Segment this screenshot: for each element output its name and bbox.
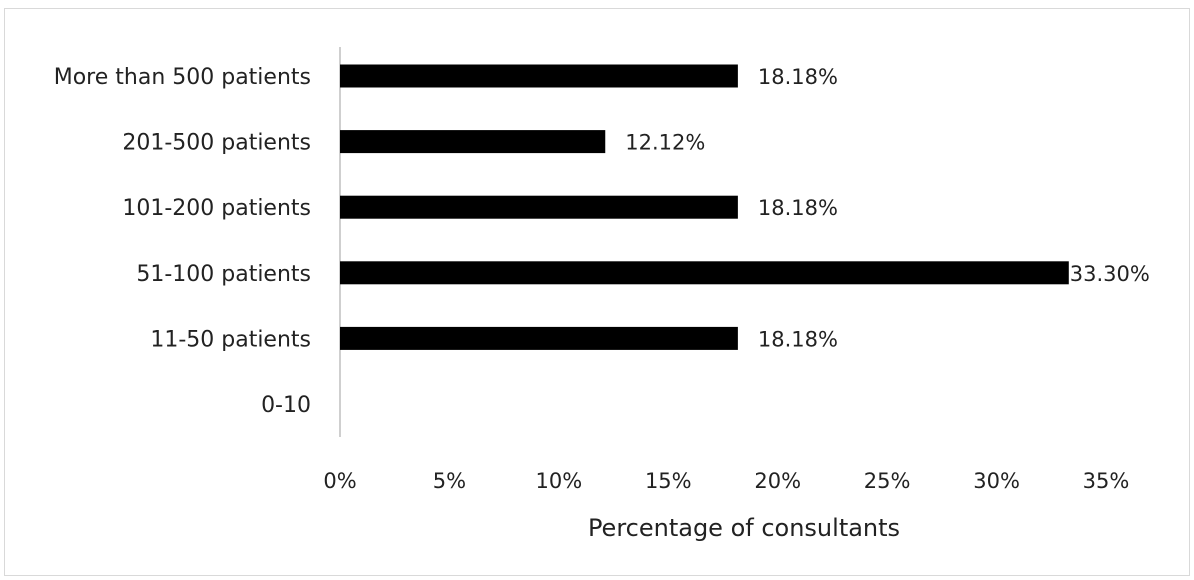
data-label-51-100-patients: 33.30% xyxy=(1070,262,1150,286)
bar-101-200-patients xyxy=(340,195,738,219)
bar-51-100-patients xyxy=(340,261,1069,285)
x-tick-label: 30% xyxy=(973,469,1020,493)
bar-201-500-patients xyxy=(340,130,606,154)
x-tick-label: 20% xyxy=(754,469,801,493)
data-labels: 18.18% 33.30% 18.18% 12.12% 18.18% xyxy=(625,65,1150,351)
x-tick-label: 0% xyxy=(323,469,356,493)
bar-chart: 0-10 11-50 patients 51-100 patients 101-200… xyxy=(54,47,1150,542)
x-axis-title: Percentage of consultants xyxy=(588,514,900,542)
x-tick-label: 25% xyxy=(864,469,911,493)
bars-group xyxy=(340,64,1069,350)
category-labels: 0-10 11-50 patients 51-100 patients 101-200… xyxy=(54,65,311,418)
data-label-more-than-500-patients: 18.18% xyxy=(758,65,838,89)
x-tick-label: 35% xyxy=(1083,469,1130,493)
data-label-101-200-patients: 18.18% xyxy=(758,196,838,220)
category-label-0-10: 0-10 xyxy=(261,393,311,418)
category-label-201-500-patients: 201-500 patients xyxy=(122,131,311,156)
category-label-51-100-patients: 51-100 patients xyxy=(136,262,311,287)
x-tick-label: 15% xyxy=(645,469,692,493)
x-tick-label: 10% xyxy=(536,469,583,493)
bar-11-50-patients xyxy=(340,326,738,350)
data-label-11-50-patients: 18.18% xyxy=(758,327,838,351)
x-tick-labels: 0% 5% 10% 15% 20% 25% 30% 35% xyxy=(323,469,1129,493)
category-label-more-than-500-patients: More than 500 patients xyxy=(54,65,311,90)
bar-more-than-500-patients xyxy=(340,64,738,88)
data-label-201-500-patients: 12.12% xyxy=(625,131,705,155)
category-label-11-50-patients: 11-50 patients xyxy=(150,327,311,352)
x-tick-label: 5% xyxy=(433,469,466,493)
category-label-101-200-patients: 101-200 patients xyxy=(122,196,311,221)
chart-frame: 0-10 11-50 patients 51-100 patients 101-200… xyxy=(4,8,1190,576)
